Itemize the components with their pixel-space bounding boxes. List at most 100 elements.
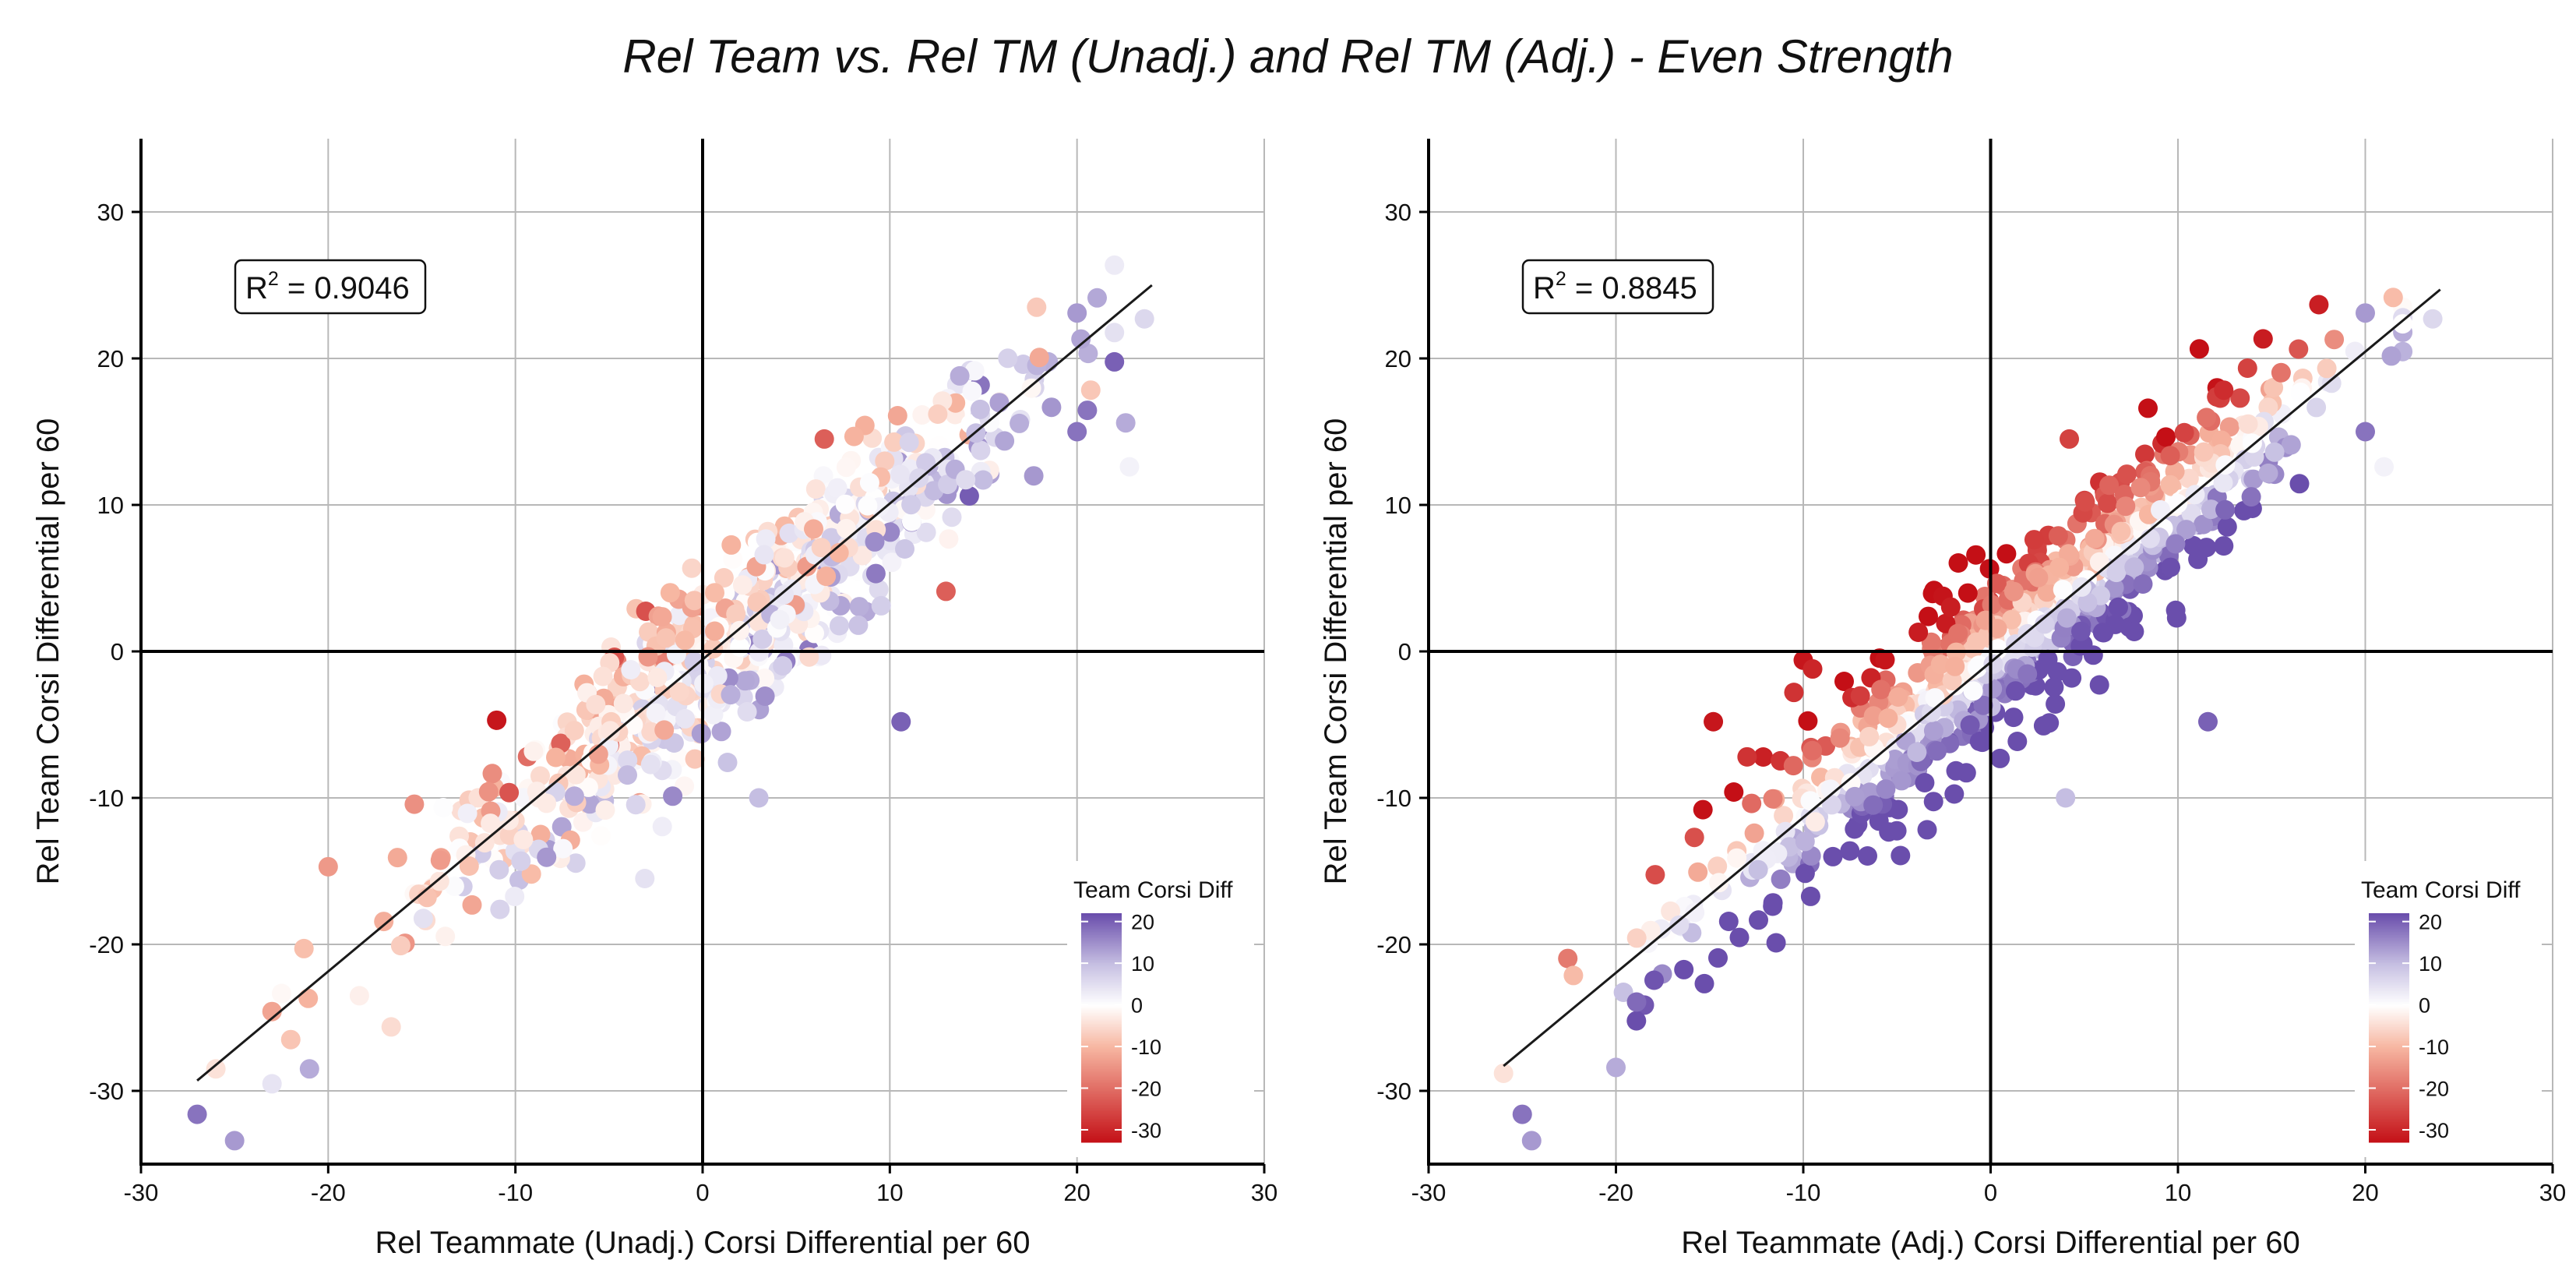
data-point	[2002, 609, 2021, 630]
data-point	[1753, 747, 1774, 767]
legend-color-band	[1081, 977, 1122, 979]
data-point	[457, 803, 477, 824]
data-point	[553, 838, 573, 859]
data-point	[1891, 845, 1911, 866]
fit-line	[1503, 288, 2441, 1067]
data-point	[1795, 863, 1815, 884]
data-point	[299, 1059, 319, 1079]
legend-color-band	[1081, 1075, 1122, 1078]
data-point	[835, 494, 855, 514]
data-point	[663, 786, 683, 806]
data-point	[487, 710, 507, 730]
data-point	[2025, 627, 2045, 648]
data-point	[2174, 422, 2194, 443]
data-point	[2077, 592, 2098, 612]
legend-color-band	[2369, 1030, 2409, 1032]
data-point	[459, 856, 479, 876]
data-point	[2003, 581, 2024, 602]
data-point	[2258, 463, 2278, 483]
data-point	[2161, 557, 2180, 577]
data-point	[1940, 597, 1961, 617]
legend-color-band	[1081, 946, 1122, 948]
data-point	[2024, 530, 2044, 550]
data-point	[2140, 528, 2160, 549]
data-point	[1784, 683, 1804, 703]
data-point	[1887, 820, 1907, 841]
x-tick-label: -10	[1786, 1179, 1821, 1206]
legend-color-band	[1081, 1085, 1122, 1087]
data-point	[1067, 303, 1087, 323]
legend-color-band	[1081, 1019, 1122, 1022]
legend-color-band	[2369, 1071, 2409, 1073]
legend-color-band	[2369, 1032, 2409, 1034]
legend-color-band	[2369, 1008, 2409, 1011]
data-point	[2130, 478, 2151, 498]
legend-color-band	[1081, 962, 1122, 964]
data-point	[618, 750, 638, 771]
r2-annotation: R2 = 0.9046	[245, 268, 410, 305]
legend-color-band	[2369, 1125, 2409, 1127]
legend-color-band	[1081, 1089, 1122, 1092]
legend-color-band	[1081, 1111, 1122, 1113]
data-point	[1948, 553, 1968, 573]
x-tick-label: -30	[1411, 1179, 1447, 1206]
legend-color-band	[1081, 1018, 1122, 1020]
legend-color-band	[2369, 1047, 2409, 1050]
data-point	[884, 432, 904, 452]
data-point	[816, 566, 837, 587]
data-point	[890, 464, 911, 485]
legend-color-band	[1081, 1043, 1122, 1045]
data-point	[705, 621, 724, 641]
data-point	[1946, 760, 1966, 781]
data-point	[1871, 679, 1891, 700]
data-point	[2048, 526, 2068, 546]
data-point	[1875, 650, 1895, 670]
legend-color-band	[1081, 1110, 1122, 1112]
data-point	[928, 404, 948, 424]
color-legend: Team Corsi Diff 20 10 0 -10 -20 -30	[1067, 861, 1254, 1157]
legend-color-band	[1081, 1061, 1122, 1064]
x-tick-label: 30	[1251, 1179, 1277, 1206]
legend-tick-label: 10	[1131, 952, 1154, 976]
legend-title: Team Corsi Diff	[1073, 877, 1233, 903]
data-point	[1661, 901, 1681, 921]
legend-color-band	[2369, 1005, 2409, 1007]
data-point	[1027, 297, 1047, 317]
legend-color-band	[2369, 1141, 2409, 1143]
legend-color-band	[1081, 916, 1122, 919]
data-point	[1493, 1063, 1514, 1083]
scatter-panel-1: -30 -20 -10 0 10 20 30 -30 -20 -10 0 10 20 30 Rel Team…	[31, 139, 1277, 1260]
legend-color-band	[1081, 1097, 1122, 1099]
data-point	[717, 753, 738, 772]
data-point	[546, 747, 566, 768]
legend-color-band	[1081, 1082, 1122, 1084]
data-point	[1917, 820, 1937, 840]
legend-color-band	[1081, 1071, 1122, 1073]
legend-color-band	[2369, 974, 2409, 976]
data-point	[721, 685, 741, 705]
data-point	[537, 847, 557, 867]
data-point	[1727, 848, 1747, 868]
legend-color-band	[1081, 1130, 1122, 1132]
data-point	[939, 529, 959, 549]
data-point	[1802, 659, 1823, 679]
data-point	[2271, 362, 2291, 383]
data-point	[1944, 784, 1965, 804]
data-point	[2197, 711, 2218, 732]
legend-color-band	[1081, 994, 1122, 997]
legend-color-band	[1081, 923, 1122, 925]
legend-color-band	[1081, 980, 1122, 983]
legend-color-band	[1081, 924, 1122, 926]
legend-color-band	[2369, 1015, 2409, 1017]
legend-color-band	[2369, 1111, 2409, 1113]
data-point	[349, 986, 369, 1006]
data-point	[1021, 378, 1041, 398]
data-point	[1927, 741, 1947, 761]
legend-color-band	[1081, 1015, 1122, 1017]
legend-color-band	[1081, 1002, 1122, 1004]
data-point	[998, 348, 1018, 369]
legend-tick-label: 20	[2419, 911, 2442, 934]
legend-color-band	[1081, 951, 1122, 953]
data-point	[1707, 856, 1728, 877]
